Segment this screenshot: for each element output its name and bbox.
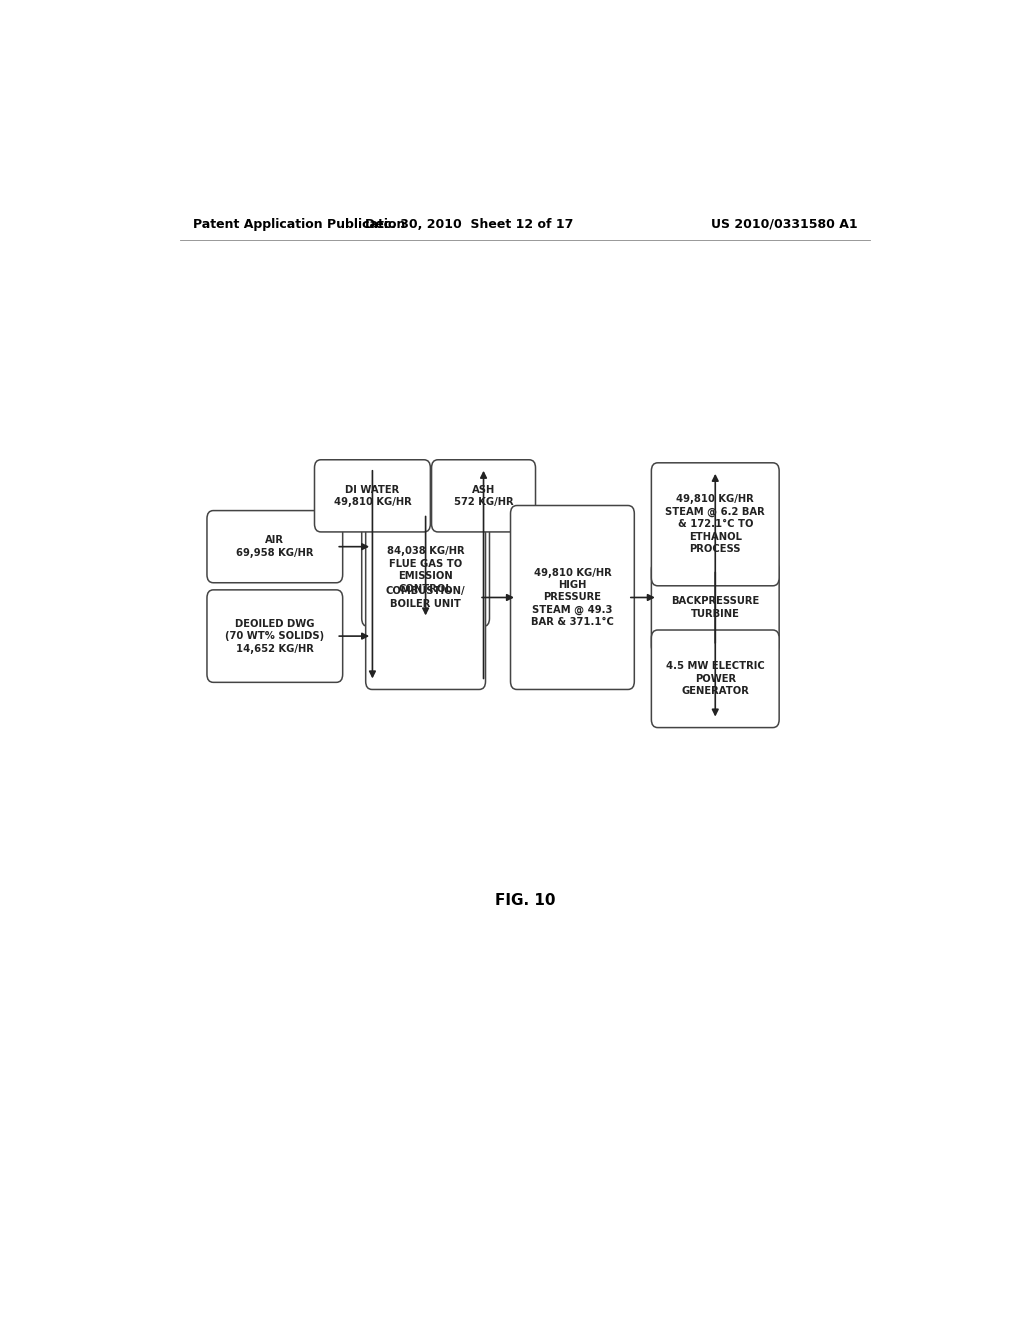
FancyBboxPatch shape <box>361 513 489 627</box>
Text: ASH
572 KG/HR: ASH 572 KG/HR <box>454 484 513 507</box>
Text: Dec. 30, 2010  Sheet 12 of 17: Dec. 30, 2010 Sheet 12 of 17 <box>366 218 573 231</box>
FancyBboxPatch shape <box>366 506 485 689</box>
Text: DEOILED DWG
(70 WT% SOLIDS)
14,652 KG/HR: DEOILED DWG (70 WT% SOLIDS) 14,652 KG/HR <box>225 619 325 653</box>
FancyBboxPatch shape <box>207 511 343 582</box>
Text: FIG. 10: FIG. 10 <box>495 892 555 908</box>
FancyBboxPatch shape <box>651 561 779 653</box>
FancyBboxPatch shape <box>207 590 343 682</box>
FancyBboxPatch shape <box>651 630 779 727</box>
Text: Patent Application Publication: Patent Application Publication <box>194 218 406 231</box>
Text: 49,810 KG/HR
STEAM @ 6.2 BAR
& 172.1°C TO
ETHANOL
PROCESS: 49,810 KG/HR STEAM @ 6.2 BAR & 172.1°C T… <box>666 495 765 554</box>
Text: US 2010/0331580 A1: US 2010/0331580 A1 <box>712 218 858 231</box>
Text: AIR
69,958 KG/HR: AIR 69,958 KG/HR <box>237 536 313 558</box>
Text: 84,038 KG/HR
FLUE GAS TO
EMISSION
CONTROL: 84,038 KG/HR FLUE GAS TO EMISSION CONTRO… <box>387 546 465 594</box>
Text: DI WATER
49,810 KG/HR: DI WATER 49,810 KG/HR <box>334 484 412 507</box>
Text: COMBUSTION/
BOILER UNIT: COMBUSTION/ BOILER UNIT <box>386 586 466 609</box>
Text: BACKPRESSURE
TURBINE: BACKPRESSURE TURBINE <box>671 597 760 619</box>
FancyBboxPatch shape <box>511 506 634 689</box>
FancyBboxPatch shape <box>651 463 779 586</box>
Text: 49,810 KG/HR
HIGH
PRESSURE
STEAM @ 49.3
BAR & 371.1°C: 49,810 KG/HR HIGH PRESSURE STEAM @ 49.3 … <box>531 568 613 627</box>
FancyBboxPatch shape <box>314 459 430 532</box>
Text: 4.5 MW ELECTRIC
POWER
GENERATOR: 4.5 MW ELECTRIC POWER GENERATOR <box>666 661 765 696</box>
FancyBboxPatch shape <box>431 459 536 532</box>
